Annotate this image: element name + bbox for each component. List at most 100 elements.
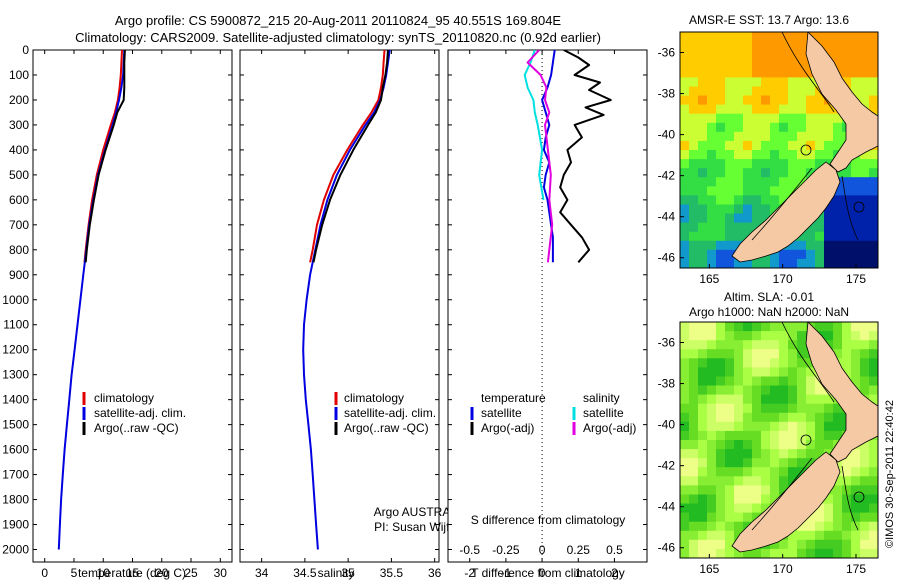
map-cell [680, 322, 690, 332]
map-cell [770, 140, 780, 151]
map-cell [734, 458, 744, 468]
map-cell [734, 349, 744, 359]
map-cell [698, 86, 708, 97]
map-cell [707, 159, 717, 169]
map-cell [716, 394, 726, 405]
map-cell [833, 494, 843, 505]
map-cell [824, 204, 834, 215]
y-tick-label: 1600 [2, 443, 29, 457]
map-cell [734, 412, 744, 423]
map-cell [734, 195, 744, 206]
map-cell [698, 122, 708, 133]
map-y-tick-label: -38 [658, 377, 676, 391]
map-cell [716, 412, 726, 423]
map-cell [680, 458, 690, 468]
map-y-tick-label: -46 [658, 541, 676, 555]
map-cell [860, 512, 870, 523]
map-cell [851, 340, 861, 350]
map-cell [815, 539, 825, 550]
map-cell [743, 41, 753, 51]
map-cell [779, 548, 789, 558]
map-cell [761, 503, 771, 514]
map-cell [842, 476, 852, 486]
map-cell [680, 376, 690, 387]
map-cell [734, 59, 744, 69]
map-cell [815, 394, 825, 405]
map-cell [698, 77, 708, 88]
map-cell [725, 59, 735, 69]
map-cell [869, 458, 878, 468]
map-cell [743, 204, 753, 215]
map-cell [716, 458, 726, 468]
map-cell [770, 358, 780, 368]
map-cell [725, 159, 735, 169]
map-cell [680, 503, 690, 514]
map-cell [815, 249, 825, 260]
map-cell [797, 521, 807, 532]
map-cell [689, 539, 699, 550]
map-cell [815, 258, 825, 268]
map-cell [869, 159, 878, 169]
map-cell [725, 385, 735, 396]
y-tick-label: 800 [9, 243, 29, 257]
map-cell [689, 231, 699, 242]
map-cell [806, 367, 816, 378]
map-cell [860, 548, 870, 558]
map-cell [707, 104, 717, 115]
map-cell [788, 122, 798, 133]
map-cell [860, 340, 870, 350]
map-cell [716, 122, 726, 133]
map-cell [743, 258, 753, 268]
map-cell [725, 195, 735, 206]
map-cell [815, 122, 825, 133]
map-cell [770, 367, 780, 378]
map-cell [761, 322, 771, 332]
salinity-scale-tick-label: -0.5 [459, 543, 480, 557]
map-cell [743, 213, 753, 224]
map-cell [698, 186, 708, 196]
map-cell [689, 376, 699, 387]
map-cell [680, 168, 690, 178]
salinity-legend: climatology satellite-adj. clim. Argo(..… [334, 391, 436, 435]
map-cell [680, 86, 690, 97]
map-cell [851, 204, 861, 215]
map-cell [680, 539, 690, 550]
map-cell [833, 249, 843, 260]
map-cell [842, 177, 852, 187]
temperature-difference-xlabel: T difference from climatology [471, 566, 625, 580]
map-cell [788, 77, 798, 88]
map-cell [824, 122, 834, 133]
map-cell [743, 195, 753, 206]
north-island-land [805, 32, 878, 173]
legend-label-climatology: climatology [94, 391, 154, 405]
map-cell [752, 376, 762, 387]
map-cell [860, 68, 870, 78]
map-cell [680, 140, 690, 151]
map-cell [842, 231, 852, 242]
map-cell [761, 449, 771, 459]
map-cell [725, 512, 735, 523]
map-cell [770, 385, 780, 396]
map-cell [716, 131, 726, 142]
map-cell [779, 140, 789, 151]
map-cell [689, 95, 699, 106]
map-cell [707, 394, 717, 405]
map-cell [725, 77, 735, 88]
map-cell [797, 376, 807, 387]
map-cell [770, 249, 780, 260]
map-cell [734, 548, 744, 558]
map-cell [797, 539, 807, 550]
map-cell [806, 113, 816, 124]
map-cell [725, 530, 735, 541]
map-cell [707, 412, 717, 423]
map-cell [770, 50, 780, 60]
map-cell [770, 548, 780, 558]
map-cell [851, 358, 861, 368]
map-cell [806, 521, 816, 532]
map-cell [734, 131, 744, 142]
map-cell [734, 159, 744, 169]
map-cell [725, 249, 735, 260]
map-cell [725, 95, 735, 106]
map-cell [698, 95, 708, 106]
map-cell [752, 104, 762, 115]
